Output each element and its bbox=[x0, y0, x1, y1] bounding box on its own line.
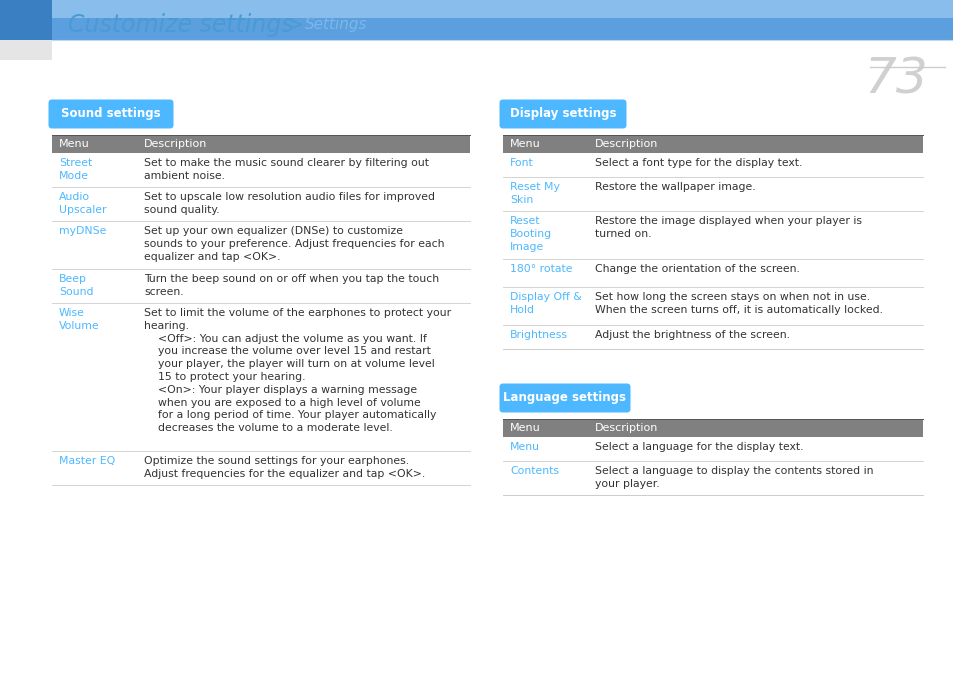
Text: Customize settings: Customize settings bbox=[68, 13, 294, 37]
Bar bbox=[0, 0, 953, 18]
Bar bbox=[0, 0, 52, 40]
Bar bbox=[502, 419, 923, 437]
Bar bbox=[502, 135, 923, 153]
Text: 180° rotate: 180° rotate bbox=[510, 264, 572, 274]
Text: Change the orientation of the screen.: Change the orientation of the screen. bbox=[595, 264, 799, 274]
Text: Master EQ: Master EQ bbox=[59, 456, 115, 466]
FancyBboxPatch shape bbox=[499, 384, 630, 412]
Text: Set up your own equalizer (DNSe) to customize
sounds to your preference. Adjust : Set up your own equalizer (DNSe) to cust… bbox=[144, 226, 444, 262]
Text: Restore the image displayed when your player is
turned on.: Restore the image displayed when your pl… bbox=[595, 216, 862, 239]
Text: Wise
Volume: Wise Volume bbox=[59, 308, 99, 331]
Text: Street
Mode: Street Mode bbox=[59, 158, 92, 181]
Text: Select a language for the display text.: Select a language for the display text. bbox=[595, 442, 802, 452]
Text: Menu: Menu bbox=[59, 139, 90, 149]
Text: Description: Description bbox=[595, 423, 658, 433]
Text: Description: Description bbox=[595, 139, 658, 149]
Text: Select a font type for the display text.: Select a font type for the display text. bbox=[595, 158, 801, 168]
Text: Reset
Booting
Image: Reset Booting Image bbox=[510, 216, 552, 251]
Text: Beep
Sound: Beep Sound bbox=[59, 274, 93, 297]
Text: Font: Font bbox=[510, 158, 533, 168]
Text: Display Off &
Hold: Display Off & Hold bbox=[510, 292, 581, 315]
Text: Description: Description bbox=[144, 139, 207, 149]
Text: Set to upscale low resolution audio files for improved
sound quality.: Set to upscale low resolution audio file… bbox=[144, 192, 435, 215]
Text: Set to limit the volume of the earphones to protect your
hearing.
    <Off>: You: Set to limit the volume of the earphones… bbox=[144, 308, 451, 433]
Text: Settings: Settings bbox=[305, 18, 367, 32]
Text: Menu: Menu bbox=[510, 442, 539, 452]
Text: Menu: Menu bbox=[510, 423, 540, 433]
Text: 73: 73 bbox=[863, 55, 927, 103]
Text: >: > bbox=[283, 16, 310, 34]
Text: Audio
Upscaler: Audio Upscaler bbox=[59, 192, 107, 215]
Bar bbox=[52, 135, 470, 153]
Text: Language settings: Language settings bbox=[503, 392, 626, 404]
Text: myDNSe: myDNSe bbox=[59, 226, 107, 236]
Text: Turn the beep sound on or off when you tap the touch
screen.: Turn the beep sound on or off when you t… bbox=[144, 274, 438, 297]
FancyBboxPatch shape bbox=[499, 100, 626, 129]
Text: Set to make the music sound clearer by filtering out
ambient noise.: Set to make the music sound clearer by f… bbox=[144, 158, 429, 181]
Text: Optimize the sound settings for your earphones.
Adjust frequencies for the equal: Optimize the sound settings for your ear… bbox=[144, 456, 425, 479]
FancyBboxPatch shape bbox=[49, 100, 173, 129]
Text: Select a language to display the contents stored in
your player.: Select a language to display the content… bbox=[595, 466, 873, 489]
Bar bbox=[0, 40, 52, 60]
Text: Set how long the screen stays on when not in use.
When the screen turns off, it : Set how long the screen stays on when no… bbox=[595, 292, 882, 315]
Text: Menu: Menu bbox=[510, 139, 540, 149]
Text: Reset My
Skin: Reset My Skin bbox=[510, 182, 559, 205]
Bar bbox=[0, 0, 953, 40]
Text: Sound settings: Sound settings bbox=[61, 107, 161, 121]
Text: Restore the wallpaper image.: Restore the wallpaper image. bbox=[595, 182, 755, 192]
Text: Contents: Contents bbox=[510, 466, 558, 476]
Text: Display settings: Display settings bbox=[509, 107, 616, 121]
Text: Brightness: Brightness bbox=[510, 330, 567, 340]
Text: Adjust the brightness of the screen.: Adjust the brightness of the screen. bbox=[595, 330, 789, 340]
